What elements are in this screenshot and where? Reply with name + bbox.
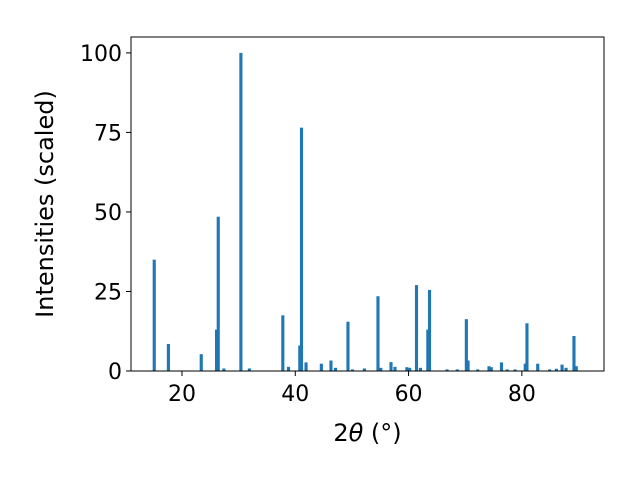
bar: [426, 329, 430, 371]
bar: [548, 369, 552, 371]
bar: [329, 360, 333, 371]
bar: [333, 367, 338, 371]
bar: [199, 354, 203, 371]
x-axis-ticks: 20 40 60 80: [168, 371, 536, 407]
bar: [405, 367, 409, 371]
bar: [346, 321, 350, 371]
x-axis-label: 2θ (°): [333, 419, 401, 447]
y-tick-label: 25: [94, 280, 122, 305]
bar: [560, 364, 564, 371]
bar: [379, 367, 383, 371]
y-axis-label: Intensities (scaled): [31, 90, 59, 318]
bar: [564, 367, 568, 371]
bar: [466, 360, 470, 371]
bar: [247, 368, 251, 371]
x-tick-label: 20: [168, 382, 196, 407]
bar: [487, 366, 491, 371]
bar: [362, 368, 366, 371]
bar: [554, 368, 558, 371]
bar: [525, 323, 529, 371]
bar: [427, 289, 432, 371]
bar: [222, 368, 226, 371]
y-axis-ticks: 0 25 50 75 100: [80, 42, 131, 385]
bar: [489, 367, 493, 371]
bars-group: [152, 52, 578, 372]
bar: [505, 369, 509, 371]
y-tick-label: 75: [94, 121, 122, 146]
y-tick-label: 100: [80, 42, 122, 67]
bar: [376, 296, 380, 371]
x-tick-label: 80: [508, 382, 536, 407]
bar: [572, 336, 576, 371]
bar: [350, 369, 355, 371]
bar: [286, 366, 291, 371]
x-axis-label-prefix: 2: [333, 419, 348, 447]
bar: [536, 363, 540, 371]
bar: [408, 367, 412, 371]
bar: [464, 319, 468, 371]
bar: [298, 345, 302, 371]
bar: [455, 369, 459, 371]
bar: [389, 362, 393, 371]
bar: [445, 369, 449, 371]
bar: [304, 362, 308, 371]
x-tick-label: 40: [281, 382, 309, 407]
x-tick-label: 60: [395, 382, 423, 407]
bar: [152, 259, 156, 371]
bar: [523, 363, 527, 371]
bar: [214, 329, 219, 371]
bar: [239, 52, 243, 372]
bar: [418, 367, 423, 371]
bar: [414, 285, 419, 371]
bar: [476, 369, 480, 371]
bar: [166, 343, 170, 371]
bar: [299, 127, 304, 371]
x-axis-label-unit: (°): [363, 419, 401, 447]
bar: [319, 363, 323, 371]
plot-area: [131, 37, 604, 371]
bar: [393, 366, 397, 371]
y-tick-label: 50: [94, 201, 122, 226]
bar: [281, 315, 285, 371]
bar: [216, 216, 220, 371]
bar: [513, 369, 517, 371]
x-axis-label-theta: θ: [349, 419, 364, 447]
bar: [499, 362, 504, 371]
bar: [574, 366, 578, 371]
axes-frame: [130, 36, 605, 372]
y-tick-label: 0: [108, 360, 122, 385]
